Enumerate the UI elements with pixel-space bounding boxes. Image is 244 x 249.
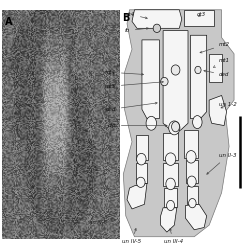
Text: ded: ded	[204, 70, 230, 77]
Ellipse shape	[186, 151, 196, 163]
Polygon shape	[209, 54, 222, 82]
Text: mt4: mt4	[105, 70, 143, 75]
Text: dt3: dt3	[197, 12, 206, 17]
Text: un IV-5: un IV-5	[85, 220, 108, 232]
Text: un IV-5: un IV-5	[122, 229, 142, 244]
Text: B: B	[122, 13, 129, 23]
Text: dip: dip	[107, 123, 167, 128]
Ellipse shape	[193, 116, 202, 128]
Ellipse shape	[167, 200, 174, 211]
Polygon shape	[8, 10, 99, 235]
Text: mt1: mt1	[214, 58, 230, 67]
Text: dt4: dt4	[126, 12, 147, 19]
Ellipse shape	[189, 198, 196, 208]
Ellipse shape	[171, 65, 180, 75]
Polygon shape	[163, 132, 178, 160]
Polygon shape	[163, 31, 188, 130]
Polygon shape	[132, 10, 182, 28]
Text: A: A	[5, 17, 12, 27]
Polygon shape	[136, 163, 147, 184]
Text: un II-3: un II-3	[207, 153, 237, 174]
Polygon shape	[185, 204, 207, 230]
Ellipse shape	[153, 24, 161, 32]
Polygon shape	[161, 208, 177, 232]
Polygon shape	[187, 186, 198, 204]
Text: ded: ded	[105, 102, 157, 112]
Polygon shape	[184, 10, 214, 26]
Ellipse shape	[187, 176, 196, 187]
Polygon shape	[127, 184, 147, 209]
Ellipse shape	[166, 178, 175, 190]
Polygon shape	[142, 40, 159, 119]
Text: fo: fo	[124, 27, 148, 33]
Polygon shape	[164, 188, 177, 207]
Polygon shape	[184, 130, 198, 158]
Polygon shape	[209, 95, 227, 125]
Ellipse shape	[137, 153, 146, 165]
Ellipse shape	[195, 66, 201, 74]
Ellipse shape	[172, 122, 180, 132]
Polygon shape	[185, 160, 198, 184]
Text: un 1-2: un 1-2	[219, 102, 237, 108]
Ellipse shape	[136, 177, 145, 187]
Text: mt2: mt2	[200, 42, 230, 53]
Text: un III-4: un III-4	[163, 229, 183, 244]
Polygon shape	[123, 10, 234, 237]
Ellipse shape	[146, 116, 156, 130]
Ellipse shape	[169, 121, 180, 135]
Ellipse shape	[161, 77, 168, 86]
Polygon shape	[136, 135, 148, 160]
Polygon shape	[191, 35, 207, 119]
Ellipse shape	[165, 153, 176, 165]
Polygon shape	[163, 163, 178, 186]
Text: mt3: mt3	[105, 81, 163, 89]
